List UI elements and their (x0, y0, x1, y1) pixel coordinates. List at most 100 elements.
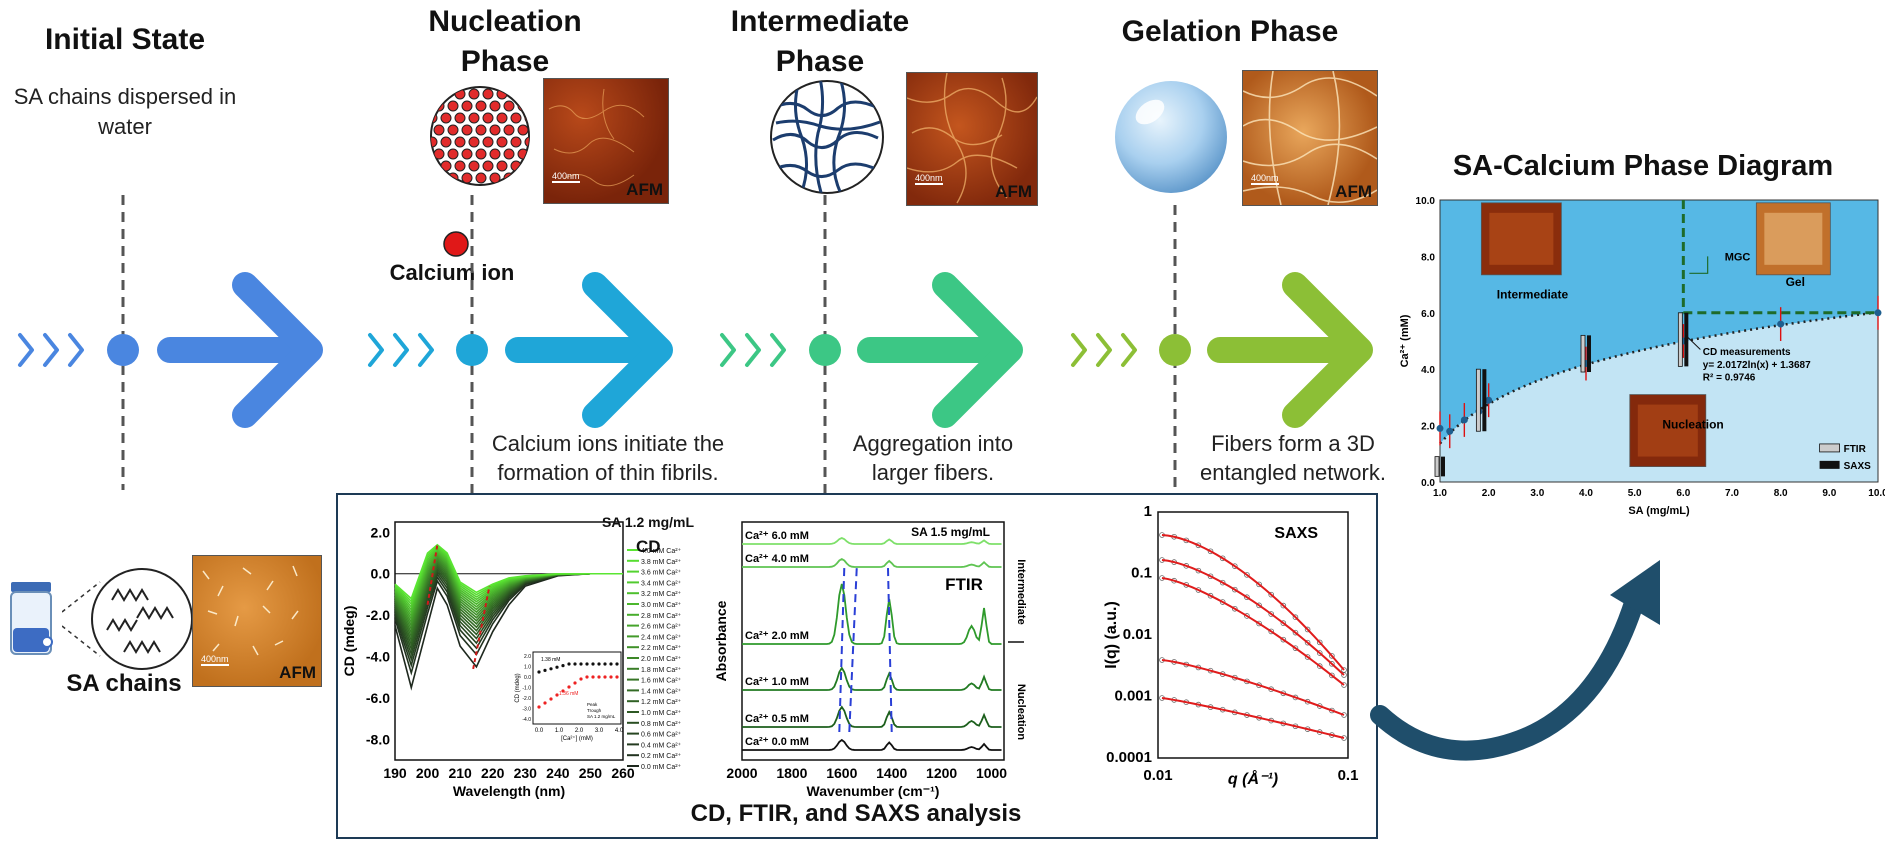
scale-bar: 400nm (915, 173, 943, 185)
cd-inset-x-tick: 4.0 (615, 728, 624, 734)
afm-thumb-gel-texture (1764, 212, 1823, 265)
cd-legend-label: 1.2 mM Ca²⁺ (641, 699, 682, 706)
cd-inset-peak-point (615, 662, 619, 666)
cd-y-tick: 0.0 (371, 566, 391, 582)
phase-y-tick: 8.0 (1421, 252, 1435, 263)
cd-inset-legend: SA 1.2 mg/mL (587, 714, 616, 719)
cd-inset-trough-point (573, 681, 577, 685)
cd-legend-label: 3.2 mM Ca²⁺ (641, 591, 682, 598)
cd-legend-label: 1.4 mM Ca²⁺ (641, 688, 682, 695)
ftir-range-bar (1434, 456, 1440, 477)
phase-x-tick: 6.0 (1676, 488, 1690, 499)
calcium-dot (468, 136, 480, 148)
cd-inset-peak-point (597, 662, 601, 666)
legend-saxs-swatch (1819, 460, 1840, 469)
afm-image-gel: 400nm AFM (1242, 70, 1378, 206)
scale-bar: 400nm (552, 171, 580, 183)
ftir-side-label-nucleation: Nucleation (1015, 684, 1027, 741)
cd-chart: 2.0 0.0 -2.0 -4.0 -6.0 -8.0 190 200 210 220 230 240… (341, 521, 682, 799)
cd-legend-label: 3.0 mM Ca²⁺ (641, 602, 682, 609)
cd-peak-marker (426, 544, 439, 605)
cd-y-tick: -6.0 (366, 690, 390, 706)
ftir-curve-label: Ca²⁺ 0.5 mM (745, 713, 809, 725)
cd-trough-marker (472, 585, 491, 670)
calcium-dot (447, 124, 459, 136)
phase-x-tick: 5.0 (1628, 488, 1642, 499)
calcium-dot (510, 112, 522, 124)
fit-equation: y= 2.0172ln(x) + 1.3687 (1703, 360, 1811, 371)
description-gelation: Fibers form a 3D entangled network. (1178, 429, 1408, 487)
sa-chains-circle-icon (62, 568, 193, 670)
cd-y-tick: 2.0 (371, 524, 391, 540)
cd-y-tick: -4.0 (366, 649, 390, 665)
cd-inset-peak-point (591, 662, 595, 666)
gel-bubble-icon (1115, 81, 1227, 193)
ftir-chart: 2000 1800 1600 1400 1200 1000 Wavenumber (cm⁻¹… (713, 521, 1027, 799)
cd-y-tick: -8.0 (366, 731, 390, 747)
phase-x-tick: 8.0 (1774, 488, 1788, 499)
saxs-data-point (1244, 613, 1250, 619)
ftir-x-tick: 2000 (726, 765, 757, 781)
saxs-data-point (1244, 572, 1250, 578)
saxs-y-tick: 0.01 (1123, 626, 1152, 643)
phase-x-label: SA (mg/mL) (1628, 505, 1690, 517)
cd-inset-trough-point (549, 697, 553, 701)
saxs-data-point (1207, 592, 1214, 599)
cd-inset-trough-point (543, 701, 547, 705)
cd-inset-peak-point (603, 662, 607, 666)
ftir-x-tick: 1000 (976, 765, 1007, 781)
saxs-y-tick: 0.1 (1131, 565, 1152, 582)
saxs-data-point (1268, 628, 1275, 635)
calcium-dot (489, 148, 501, 160)
phase-y-tick: 2.0 (1421, 422, 1435, 433)
phase-x-tick: 9.0 (1822, 488, 1836, 499)
saxs-data-point (1268, 611, 1275, 617)
phase-x-tick: 3.0 (1530, 488, 1544, 499)
cd-inset-peak-point (567, 662, 571, 666)
calcium-dot (447, 100, 459, 112)
ftir-x-tick: 1400 (876, 765, 907, 781)
cd-x-tick: 250 (579, 765, 603, 781)
calcium-dot (489, 124, 501, 136)
mgc-label: MGC (1725, 251, 1751, 263)
saxs-data-point (1341, 672, 1347, 678)
cd-inset-peak-point (579, 662, 583, 666)
cd-inset-x-label: [Ca²⁺] (mM) (561, 735, 593, 742)
afm-image-initial: 400nm AFM (192, 555, 322, 687)
cd-inset-trough-point (609, 675, 613, 679)
ftir-curve-label: Ca²⁺ 1.0 mM (745, 676, 809, 688)
saxs-data-point (1316, 663, 1323, 669)
ftir-note: SA 1.5 mg/mL (911, 525, 990, 539)
saxs-y-label: I(q) (a.u.) (1103, 601, 1120, 669)
description-intermediate: Aggregation into larger fibers. (828, 429, 1038, 487)
sa-chains-label: SA chains (66, 670, 182, 697)
calcium-dot (440, 136, 452, 148)
saxs-x-label: q (Å⁻¹) (1228, 769, 1278, 788)
calcium-dot (454, 160, 466, 172)
cd-inset-peak-point (543, 668, 547, 672)
ftir-range-bar (1580, 334, 1586, 373)
timeline (18, 195, 1373, 510)
calcium-dot (503, 124, 515, 136)
calcium-dot (475, 124, 487, 136)
cd-inset-trough-point (597, 675, 601, 679)
cd-legend-label: 1.8 mM Ca²⁺ (641, 667, 682, 674)
calcium-dot (468, 160, 480, 172)
cd-x-label: Wavelength (nm) (453, 783, 565, 799)
cd-x-tick: 190 (383, 765, 407, 781)
saxs-data-point (1219, 579, 1226, 586)
calcium-dot (510, 136, 522, 148)
phase-x-tick: 4.0 (1579, 488, 1593, 499)
cd-inset-x-tick: 2.0 (575, 728, 584, 734)
saxs-data-point (1207, 573, 1214, 580)
calcium-dot (496, 160, 508, 172)
cd-legend-label: 2.8 mM Ca²⁺ (641, 613, 682, 620)
ftir-curve (742, 738, 1002, 751)
calcium-dot (468, 112, 480, 124)
phase-diagram-chart: MGC Intermediate Gel Nucleation 1.0 2.0 3.0 4.0… (1399, 196, 1885, 517)
nucleation-circle-icon (430, 86, 530, 186)
saxs-data-point (1244, 594, 1250, 601)
ftir-y-label: Absorbance (713, 600, 729, 681)
ftir-side-label-intermediate: Intermediate (1015, 559, 1027, 624)
saxs-data-point (1292, 645, 1299, 651)
